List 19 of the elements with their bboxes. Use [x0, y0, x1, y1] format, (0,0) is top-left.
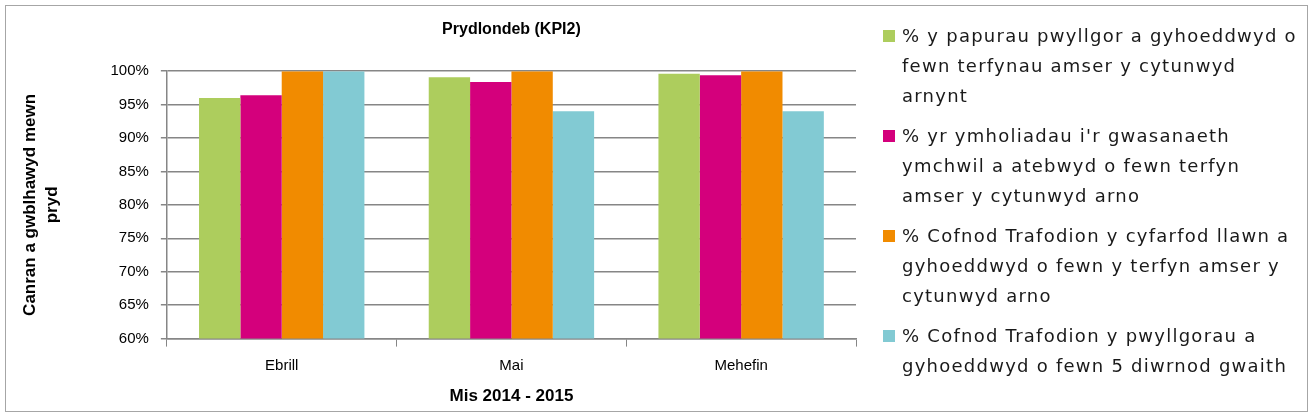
x-tick-label: Mehefin	[714, 355, 768, 373]
chart-title: Prydlondeb (KPI2)	[442, 20, 581, 38]
y-tick-label: 100%	[110, 61, 149, 79]
y-axis-title: Canran a gwblhawyd mewn pryd	[20, 93, 61, 316]
legend-label: % Cofnod Trafodion y cyfarfod llawn a gyhoeddwyd o fewn y terfyn amser y cytunwyd arno	[902, 225, 1290, 306]
x-axis-title: Mis 2014 - 2015	[449, 386, 574, 406]
legend-label: % Cofnod Trafodion y pwyllgorau a gyhoeddwyd o fewn 5 diwrnod gwaith	[902, 325, 1288, 376]
y-tick-label: 70%	[118, 261, 149, 279]
y-tick-label: 85%	[118, 161, 149, 179]
legend-label: % yr ymholiadau i'r gwasanaeth ymchwil a atebwyd o fewn terfyn amser y cytunwyd arno	[902, 125, 1241, 206]
y-tick-label: 90%	[118, 128, 149, 146]
y-tick-label: 80%	[118, 195, 149, 213]
x-tick-label: Ebrill	[265, 355, 299, 373]
y-tick-label: 60%	[118, 328, 149, 346]
y-tick-label: 75%	[118, 228, 149, 246]
y-tick-label: 95%	[118, 94, 149, 112]
x-tick-label: Mai	[499, 355, 524, 373]
legend-label: % y papurau pwyllgor a gyhoeddwyd o fewn terfynau amser y cytunwyd arnynt	[902, 25, 1297, 106]
y-tick-label: 65%	[118, 295, 149, 313]
